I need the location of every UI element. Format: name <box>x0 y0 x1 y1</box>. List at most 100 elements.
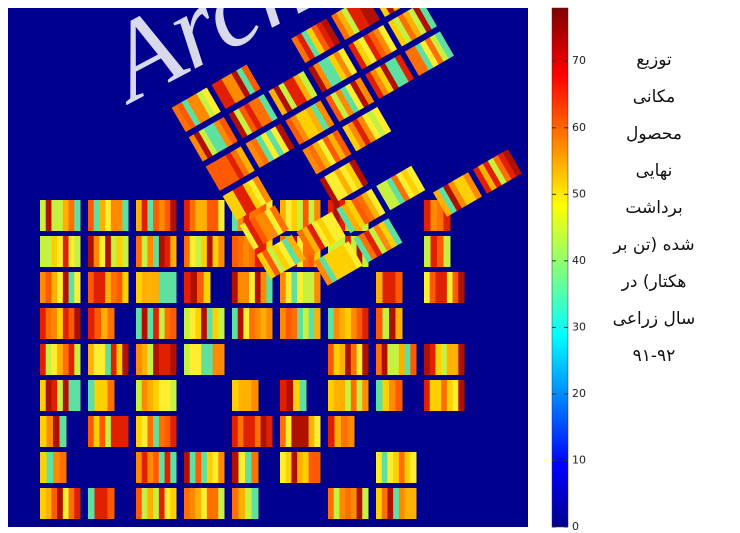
field-strip <box>105 344 112 375</box>
field-strip <box>261 249 282 277</box>
field-strip <box>339 488 346 519</box>
field-strip <box>410 344 417 375</box>
field-strip <box>302 416 310 447</box>
field-strip <box>340 85 360 114</box>
field-strip <box>122 344 129 375</box>
field-strip <box>297 416 304 447</box>
field-strip <box>283 79 303 107</box>
field-strip <box>68 488 75 519</box>
field-strip <box>158 272 166 303</box>
field-strip <box>141 308 148 339</box>
field-strip <box>208 122 228 151</box>
field-strip <box>308 65 328 93</box>
field-strip <box>170 236 177 267</box>
field-strip <box>395 272 403 303</box>
field-strip <box>164 416 171 447</box>
field-strip <box>320 18 341 46</box>
field-strip <box>147 452 154 483</box>
field-strip <box>393 344 400 375</box>
field-strip <box>107 308 115 339</box>
field-strip <box>374 65 395 94</box>
field-strip <box>189 452 196 483</box>
field-strip <box>213 119 233 148</box>
field-strip <box>233 108 253 136</box>
field-strip <box>347 121 367 149</box>
field-strip <box>250 137 270 166</box>
field-strip <box>206 236 214 267</box>
field-strip <box>297 272 304 303</box>
field-strip <box>189 200 196 231</box>
field-strip <box>318 255 338 283</box>
field-strip <box>40 416 47 447</box>
field-strip <box>94 488 102 519</box>
field-strip <box>357 36 378 64</box>
tick-label: 60 <box>572 121 586 134</box>
field-strip <box>487 157 508 186</box>
field-strip <box>398 344 406 375</box>
field-strip <box>141 416 148 447</box>
field-strip <box>295 111 315 140</box>
field-strip <box>317 138 337 166</box>
field-strip <box>51 200 58 231</box>
field-strip <box>386 177 406 205</box>
field-strip <box>443 236 451 267</box>
field-strip <box>273 85 293 113</box>
field-strip <box>189 488 196 519</box>
field-strip <box>101 380 108 411</box>
field-strip <box>68 380 75 411</box>
field-strip <box>245 452 252 483</box>
field-strip <box>232 488 239 519</box>
field-strip <box>302 272 310 303</box>
field-strip <box>381 180 401 208</box>
field-strip <box>296 32 316 61</box>
field-strip <box>285 452 292 483</box>
field-strip <box>376 308 383 339</box>
field-strip <box>290 114 310 143</box>
field-strip <box>170 308 177 339</box>
field-strip <box>68 200 75 231</box>
field-strip <box>382 380 390 411</box>
field-strip <box>334 167 354 196</box>
field-strip <box>40 308 47 339</box>
field-strip <box>343 241 363 269</box>
field-strip <box>502 149 522 177</box>
field-strip <box>235 146 255 174</box>
field-strip <box>389 57 410 85</box>
field-strip <box>381 344 388 375</box>
field-strip <box>328 249 348 278</box>
field-strip <box>389 380 396 411</box>
field-strip <box>195 200 202 231</box>
field-strip <box>323 56 343 84</box>
field-strip <box>57 344 64 375</box>
field-strip <box>158 452 166 483</box>
field-strip <box>385 8 406 9</box>
field-strip <box>392 16 413 44</box>
field-strip <box>266 272 273 303</box>
field-strip <box>232 236 239 267</box>
field-strip <box>333 344 340 375</box>
field-strip <box>110 200 118 231</box>
field-strip <box>260 272 267 303</box>
field-strip <box>260 308 267 339</box>
field-strip <box>429 272 436 303</box>
tick-label: 50 <box>572 187 586 200</box>
field-strip <box>313 258 333 286</box>
field-strip <box>333 200 340 231</box>
field-strip <box>201 308 208 339</box>
field-strip <box>342 124 362 152</box>
field-strip <box>322 135 342 163</box>
tick-label: 10 <box>572 453 586 466</box>
field-strip <box>397 13 418 41</box>
field-strip <box>237 308 244 339</box>
field-strip <box>99 272 106 303</box>
field-strip <box>242 181 262 209</box>
field-strip <box>301 226 321 254</box>
field-strip <box>345 83 365 111</box>
field-strip <box>195 344 202 375</box>
field-strip <box>88 272 95 303</box>
field-strip <box>232 380 239 411</box>
field-strip <box>314 416 321 447</box>
caption-line: محصول <box>626 124 682 144</box>
field-strip <box>458 344 465 375</box>
